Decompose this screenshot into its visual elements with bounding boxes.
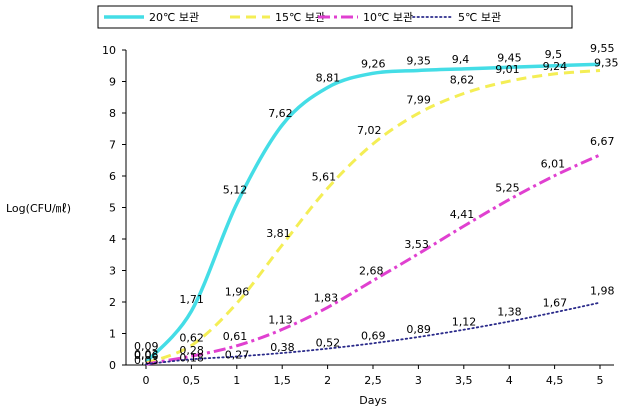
- legend-label: 5℃ 보관: [458, 11, 501, 24]
- data-labels: 0,091,715,127,628,819,26 9,35 9,4 9,45 9,5 9,…: [134, 42, 619, 367]
- y-tick-label: 10: [102, 44, 116, 57]
- y-tick-label: 3: [109, 265, 116, 278]
- data-label: 1,96: [225, 285, 250, 298]
- data-label: 5,12: [223, 184, 248, 197]
- data-label: 0,61: [223, 330, 248, 343]
- data-label: 7,62: [268, 107, 293, 120]
- data-label: 0,27: [225, 349, 250, 362]
- data-label: 9,5: [545, 48, 563, 61]
- data-label: 9,26: [361, 57, 386, 70]
- axes: 0 1 2 3 4 5 6 7 8 9 10 0 0,5 1 1,5 2 2,5 3 3,5 4 4,5 5: [102, 44, 614, 387]
- data-label: 0,09: [134, 340, 159, 353]
- x-tick-label: 3,5: [455, 374, 473, 387]
- y-tick-label: 1: [109, 328, 116, 341]
- data-label: 9,35: [406, 55, 431, 68]
- y-tick-label: 5: [109, 202, 116, 215]
- y-axis-title: Log(CFU/㎖): [6, 202, 71, 215]
- x-tick-label: 1: [233, 374, 240, 387]
- y-tick-label: 6: [109, 170, 116, 183]
- series-line-1: [144, 62, 601, 364]
- data-label: 1,98: [590, 285, 615, 298]
- data-label: 9,45: [497, 51, 522, 64]
- data-label: 1,13: [268, 313, 293, 326]
- legend-label: 10℃ 보관: [363, 11, 413, 24]
- data-label: 7,02: [357, 124, 382, 137]
- x-tick-label: 4,5: [546, 374, 564, 387]
- data-label: 0,69: [361, 329, 386, 342]
- series-line-3: [145, 153, 601, 366]
- y-tick-label: 0: [109, 359, 116, 372]
- x-tick-label: 1,5: [273, 374, 291, 387]
- y-tick-label: 8: [109, 107, 116, 120]
- y-tick-label: 7: [109, 139, 116, 152]
- y-tick-label: 2: [109, 296, 116, 309]
- legend-label: 15℃ 보관: [275, 11, 325, 24]
- data-label: 0,52: [316, 337, 341, 350]
- data-label: 0,28: [179, 344, 204, 357]
- x-tick-label: 2,5: [364, 374, 382, 387]
- data-label: 0,89: [406, 323, 431, 336]
- legend: 20℃ 보관 15℃ 보관 10℃ 보관 5℃ 보관: [97, 5, 573, 29]
- data-label: 1,71: [179, 293, 204, 306]
- data-label: 0,03: [134, 348, 159, 361]
- data-label: 6,01: [541, 158, 566, 171]
- data-label: 1,67: [543, 296, 568, 309]
- x-tick-label: 3: [415, 374, 422, 387]
- x-tick-label: 0,5: [183, 374, 201, 387]
- data-label: 9,01: [495, 63, 520, 76]
- x-tick-label: 2: [324, 374, 331, 387]
- data-label: 0,18: [179, 351, 204, 364]
- data-label: 1,83: [314, 291, 339, 304]
- data-label: 6,67: [590, 135, 615, 148]
- data-label: 8,81: [316, 72, 341, 85]
- data-label: 9,24: [543, 60, 568, 73]
- data-label: 9,35: [594, 57, 619, 70]
- x-tick-label: 4: [506, 374, 513, 387]
- data-label: 8,62: [450, 74, 475, 87]
- data-label: 1,38: [497, 306, 522, 319]
- data-label: 9,55: [590, 42, 615, 55]
- series-lines: [144, 62, 601, 366]
- data-label: 4,41: [450, 208, 475, 221]
- data-label: 3,81: [266, 227, 291, 240]
- data-label: 5,25: [495, 182, 520, 195]
- data-label: 3,53: [404, 238, 429, 251]
- data-label: 0,03: [134, 354, 159, 367]
- data-label: 0,38: [270, 341, 295, 354]
- data-label: 2,68: [359, 265, 384, 278]
- x-axis-title: Days: [359, 394, 387, 407]
- data-label: 0,62: [179, 332, 204, 345]
- series-line-2: [145, 69, 601, 365]
- legend-label: 20℃ 보관: [149, 11, 199, 24]
- x-tick-label: 5: [597, 374, 604, 387]
- data-label: 7,99: [406, 93, 431, 106]
- data-label: 0,06: [134, 349, 159, 362]
- data-label: 5,61: [312, 170, 337, 183]
- x-tick-label: 0: [143, 374, 150, 387]
- y-tick-label: 9: [109, 76, 116, 89]
- series-line-4: [145, 301, 601, 365]
- data-label: 1,12: [452, 316, 477, 329]
- y-tick-label: 4: [109, 233, 116, 246]
- data-label: 9,4: [452, 53, 470, 66]
